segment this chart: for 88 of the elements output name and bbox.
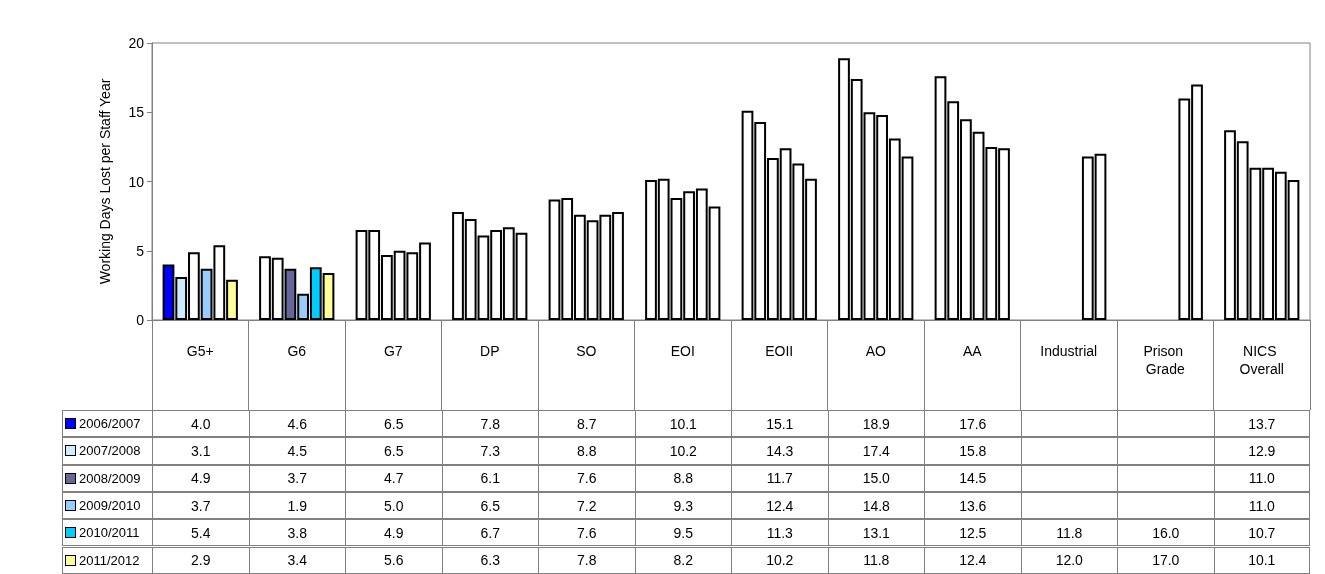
data-label: 6.5: [345, 437, 442, 465]
data-label: 4.0: [152, 410, 249, 438]
x-tick-label: AO: [865, 343, 886, 359]
data-label: 16.0: [1117, 519, 1214, 547]
data-label: 12.9: [1213, 437, 1310, 465]
legend-label: 2008/2009: [79, 470, 141, 486]
y-tick-label: 20: [128, 35, 145, 51]
data-label: 10.2: [634, 437, 731, 465]
data-label: 7.8: [538, 546, 635, 574]
data-label: 3.7: [152, 491, 249, 520]
data-label: 6.1: [441, 464, 538, 492]
data-label: 10.1: [1213, 546, 1310, 574]
data-label: 8.2: [634, 546, 731, 574]
data-label: 12.5: [924, 519, 1021, 547]
legend-label: 2007/2008: [79, 443, 141, 459]
x-tick-label: AA: [962, 343, 983, 359]
x-tick-label: Industrial: [1040, 343, 1098, 359]
data-label: 6.3: [441, 546, 538, 574]
data-label: 15.8: [924, 437, 1021, 465]
x-tick-label: G5+: [186, 343, 214, 359]
data-label: 8.8: [634, 464, 731, 492]
data-label: 3.8: [248, 519, 345, 547]
data-label: 14.5: [924, 464, 1021, 492]
data-label: 11.8: [827, 546, 924, 574]
y-tick-label: 5: [136, 242, 145, 259]
legend-label: 2010/2011: [79, 525, 140, 541]
legend-label: 2006/2007: [79, 416, 141, 432]
legend-label: 2009/2010: [79, 498, 141, 514]
data-label: 4.6: [248, 410, 345, 438]
data-label: 7.6: [538, 519, 635, 547]
data-label: 15.1: [731, 410, 828, 438]
data-label: 4.9: [345, 519, 442, 547]
x-tick-label: NICS Overall: [1239, 343, 1284, 377]
data-label: 3.1: [152, 437, 249, 465]
data-label: 13.6: [924, 491, 1021, 520]
data-label: 11.8: [1020, 519, 1117, 547]
data-label: 11.7: [731, 464, 828, 492]
x-tick-label: SO: [576, 343, 597, 359]
data-label: 7.8: [441, 410, 538, 438]
data-label: 5.4: [152, 519, 249, 547]
data-label: 10.1: [634, 410, 731, 438]
data-label: 17.0: [1117, 546, 1214, 574]
data-label: 6.5: [345, 410, 442, 438]
data-label: 10.2: [731, 546, 828, 574]
data-label: 11.0: [1213, 464, 1310, 492]
data-label: 12.0: [1020, 546, 1117, 574]
data-label: 3.7: [248, 464, 345, 492]
y-axis-title: Working Days Lost per Staff Year: [97, 78, 113, 285]
data-label: 13.7: [1213, 410, 1310, 438]
data-label: 4.9: [152, 464, 249, 492]
data-label: 12.4: [924, 546, 1021, 574]
data-label: 8.8: [538, 437, 635, 465]
data-label: 7.2: [538, 491, 635, 520]
data-label: 17.6: [924, 410, 1021, 438]
data-label: 5.0: [345, 491, 442, 520]
data-label: 11.3: [731, 519, 828, 547]
data-label: 2.9: [152, 546, 249, 574]
data-label: 4.5: [248, 437, 345, 465]
data-label: 13.1: [827, 519, 924, 547]
data-label: 6.7: [441, 519, 538, 547]
data-label: 4.7: [345, 464, 442, 492]
data-label: 17.4: [827, 437, 924, 465]
data-label: 18.9: [827, 410, 924, 438]
x-tick-label: EOI: [670, 343, 695, 359]
x-tick-label: G6: [287, 343, 307, 359]
data-label: 15.0: [827, 464, 924, 492]
data-label: 14.8: [827, 491, 924, 520]
data-label: 7.3: [441, 437, 538, 465]
data-label: 14.3: [731, 437, 828, 465]
y-tick-label: 0: [136, 312, 145, 328]
data-label: 3.4: [248, 546, 345, 574]
y-tick-label: 10: [128, 173, 145, 190]
data-label: 6.5: [441, 491, 538, 520]
data-label: 10.7: [1213, 519, 1310, 547]
x-tick-label: EOII: [765, 343, 794, 359]
x-tick-label: G7: [383, 343, 403, 359]
data-label: 12.4: [731, 491, 828, 520]
legend-label: 2011/2012: [79, 552, 140, 568]
data-label: 9.5: [634, 519, 731, 547]
x-tick-label: Prison Grade: [1143, 343, 1188, 377]
x-tick-label: DP: [480, 343, 500, 359]
y-tick-label: 15: [128, 104, 145, 121]
data-label: 5.6: [345, 546, 442, 574]
data-label: 1.9: [248, 491, 345, 520]
data-label: 8.7: [538, 410, 635, 438]
data-label: 9.3: [634, 491, 731, 520]
data-label: 11.0: [1213, 491, 1310, 520]
data-label: 7.6: [538, 464, 635, 492]
